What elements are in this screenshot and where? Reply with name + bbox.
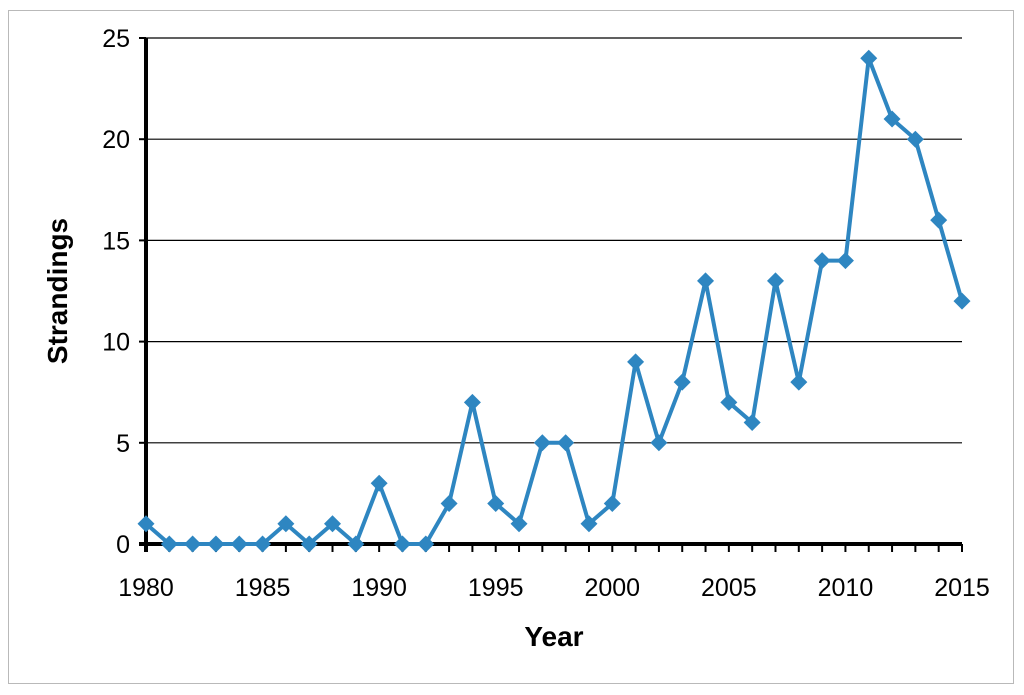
x-tick-label-2015: 2015 [934,574,990,602]
data-point-2001 [627,353,645,371]
x-tick-label-2005: 2005 [701,574,757,602]
data-point-1993 [440,495,458,513]
data-point-2008 [790,373,808,391]
data-point-2009 [813,252,831,270]
data-point-1994 [463,393,481,411]
y-tick-label-5: 5 [116,430,130,458]
y-tick-label-10: 10 [102,329,130,357]
data-point-2004 [697,272,715,290]
data-series [137,49,971,553]
data-point-2011 [860,49,878,67]
y-tick-label-20: 20 [102,126,130,154]
data-point-1999 [580,515,598,533]
data-point-1987 [300,535,318,553]
x-tick-label-2000: 2000 [584,574,640,602]
y-axis-title: Strandings [42,218,73,364]
data-point-1995 [487,495,505,513]
y-tick-label-15: 15 [102,227,130,255]
x-tick-label-1980: 1980 [118,574,174,602]
data-point-2003 [673,373,691,391]
y-tick-label-0: 0 [116,531,130,559]
data-point-2007 [766,272,784,290]
x-tick-label-2010: 2010 [818,574,874,602]
tick-labels: 0 5 10 15 20 25 1980 1985 1990 1995 2000 2005 2010 20… [102,25,990,602]
y-tick-label-25: 25 [102,25,130,53]
data-point-2013 [906,130,924,148]
data-point-2002 [650,434,668,452]
data-point-1986 [277,515,295,533]
series-line [144,56,964,546]
data-point-1997 [533,434,551,452]
data-point-1981 [160,535,178,553]
chart-frame [8,10,1014,684]
data-point-1982 [184,535,202,553]
x-tick-label-1985: 1985 [235,574,291,602]
data-point-1983 [207,535,225,553]
data-point-1996 [510,515,528,533]
data-point-1980 [137,515,155,533]
data-point-2010 [836,252,854,270]
axes [139,37,963,552]
data-point-2000 [603,495,621,513]
data-point-2015 [953,292,971,310]
data-point-2005 [720,393,738,411]
data-point-1989 [347,535,365,553]
x-axis-title: Year [524,621,583,652]
x-tick-label-1990: 1990 [351,574,407,602]
data-point-1985 [254,535,272,553]
data-point-2014 [930,211,948,229]
data-point-1988 [324,515,342,533]
data-point-2006 [743,414,761,432]
gridlines [146,37,962,444]
x-tick-label-1995: 1995 [468,574,524,602]
data-point-1992 [417,535,435,553]
data-point-1991 [393,535,411,553]
data-point-1984 [230,535,248,553]
data-point-1990 [370,474,388,492]
data-point-2012 [883,110,901,128]
data-point-1998 [557,434,575,452]
